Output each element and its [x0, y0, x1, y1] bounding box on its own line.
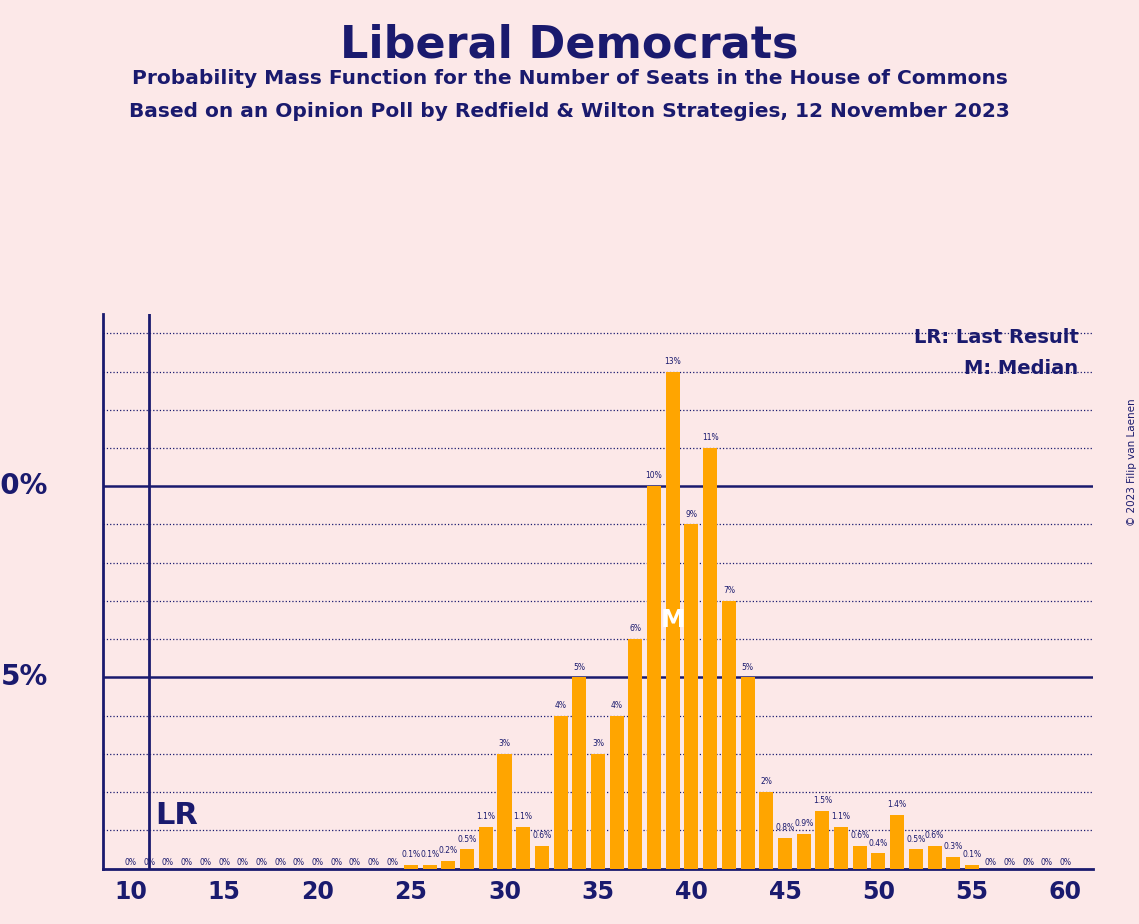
Bar	[703, 448, 718, 869]
Text: 0%: 0%	[349, 857, 361, 867]
Text: 0%: 0%	[181, 857, 192, 867]
Bar	[909, 849, 923, 869]
Text: 0.1%: 0.1%	[401, 850, 420, 859]
Bar	[740, 677, 754, 869]
Text: Probability Mass Function for the Number of Seats in the House of Commons: Probability Mass Function for the Number…	[132, 69, 1007, 89]
Text: 4%: 4%	[555, 701, 566, 710]
Bar	[871, 853, 885, 869]
Text: LR: Last Result: LR: Last Result	[913, 328, 1079, 347]
Text: 0%: 0%	[144, 857, 155, 867]
Text: 0.2%: 0.2%	[439, 846, 458, 856]
Bar	[927, 845, 942, 869]
Bar	[629, 639, 642, 869]
Text: 0%: 0%	[162, 857, 174, 867]
Text: 6%: 6%	[630, 625, 641, 634]
Text: 0.4%: 0.4%	[869, 839, 888, 847]
Bar	[442, 861, 456, 869]
Text: M: Median: M: Median	[965, 359, 1079, 378]
Bar	[722, 601, 736, 869]
Bar	[834, 826, 849, 869]
Text: 5%: 5%	[573, 663, 585, 672]
Bar	[666, 371, 680, 869]
Bar	[816, 811, 829, 869]
Text: 0.8%: 0.8%	[776, 823, 795, 833]
Text: 0.1%: 0.1%	[420, 850, 440, 859]
Bar	[591, 754, 605, 869]
Text: 0%: 0%	[1059, 857, 1072, 867]
Text: 0%: 0%	[386, 857, 399, 867]
Text: 5%: 5%	[741, 663, 754, 672]
Text: 0.6%: 0.6%	[850, 831, 869, 840]
Text: 0%: 0%	[199, 857, 212, 867]
Text: 0%: 0%	[1022, 857, 1034, 867]
Bar	[478, 826, 493, 869]
Text: 0%: 0%	[293, 857, 305, 867]
Bar	[423, 865, 436, 869]
Bar	[498, 754, 511, 869]
Text: 0%: 0%	[312, 857, 323, 867]
Bar	[647, 486, 661, 869]
Text: 0.9%: 0.9%	[794, 820, 813, 829]
Bar	[890, 815, 904, 869]
Text: 1.5%: 1.5%	[813, 796, 831, 806]
Text: 4%: 4%	[611, 701, 623, 710]
Text: 11%: 11%	[702, 433, 719, 443]
Bar	[685, 525, 698, 869]
Bar	[853, 845, 867, 869]
Text: 13%: 13%	[664, 357, 681, 366]
Bar	[760, 792, 773, 869]
Text: 9%: 9%	[686, 510, 697, 518]
Text: 0.5%: 0.5%	[907, 834, 926, 844]
Text: 2%: 2%	[761, 777, 772, 786]
Text: © 2023 Filip van Laenen: © 2023 Filip van Laenen	[1126, 398, 1137, 526]
Bar	[535, 845, 549, 869]
Text: 1.1%: 1.1%	[831, 812, 851, 821]
Text: 0.3%: 0.3%	[943, 843, 962, 851]
Text: 0%: 0%	[124, 857, 137, 867]
Text: 0%: 0%	[274, 857, 286, 867]
Text: 0%: 0%	[330, 857, 342, 867]
Text: M: M	[661, 608, 686, 632]
Text: 1.4%: 1.4%	[887, 800, 907, 809]
Text: 0.1%: 0.1%	[962, 850, 982, 859]
Bar	[778, 838, 792, 869]
Text: Liberal Democrats: Liberal Democrats	[341, 23, 798, 67]
Bar	[965, 865, 978, 869]
Text: 0%: 0%	[984, 857, 997, 867]
Text: 0%: 0%	[368, 857, 379, 867]
Bar	[554, 715, 567, 869]
Bar	[516, 826, 530, 869]
Text: 1.1%: 1.1%	[514, 812, 533, 821]
Text: 3%: 3%	[592, 739, 604, 748]
Text: 0%: 0%	[237, 857, 248, 867]
Bar	[947, 857, 960, 869]
Text: LR: LR	[155, 801, 198, 831]
Bar	[404, 865, 418, 869]
Bar	[460, 849, 474, 869]
Text: 3%: 3%	[499, 739, 510, 748]
Text: 0.6%: 0.6%	[532, 831, 551, 840]
Text: 10%: 10%	[646, 471, 663, 480]
Text: 5%: 5%	[1, 663, 48, 691]
Text: 0.5%: 0.5%	[458, 834, 477, 844]
Text: 10%: 10%	[0, 472, 48, 500]
Bar	[796, 834, 811, 869]
Text: 7%: 7%	[723, 586, 735, 595]
Text: 0%: 0%	[1041, 857, 1052, 867]
Bar	[572, 677, 587, 869]
Text: 0%: 0%	[218, 857, 230, 867]
Text: 0%: 0%	[255, 857, 268, 867]
Text: 0%: 0%	[1003, 857, 1015, 867]
Text: 0.6%: 0.6%	[925, 831, 944, 840]
Text: Based on an Opinion Poll by Redfield & Wilton Strategies, 12 November 2023: Based on an Opinion Poll by Redfield & W…	[129, 102, 1010, 121]
Text: 1.1%: 1.1%	[476, 812, 495, 821]
Bar	[609, 715, 624, 869]
